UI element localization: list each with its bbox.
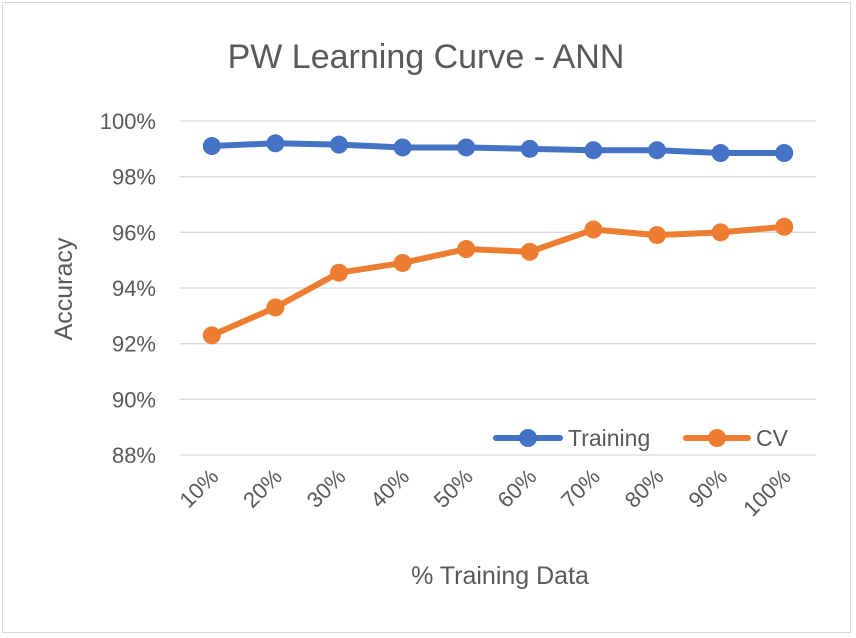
data-point-training — [520, 139, 539, 158]
x-tick-label: 100% — [738, 464, 795, 521]
data-point-training — [711, 144, 730, 163]
y-axis-title: Accuracy — [50, 237, 78, 340]
x-tick-label: 80% — [620, 464, 669, 513]
x-axis-title: % Training Data — [411, 562, 589, 590]
data-point-cv — [393, 253, 412, 272]
data-point-cv — [520, 242, 539, 261]
data-point-training — [330, 135, 348, 154]
series-layer — [202, 134, 794, 345]
x-tick-label: 10% — [175, 464, 224, 513]
data-point-cv — [330, 263, 348, 282]
gridlines — [180, 120, 816, 456]
chart-title: PW Learning Curve - ANN — [228, 38, 625, 76]
y-tick-labels: 88% 90% 92% 94% 96% 98% 100% — [100, 109, 156, 468]
y-tick-label: 88% — [112, 443, 156, 468]
x-tick-label: 20% — [238, 464, 287, 513]
x-tick-label: 60% — [493, 464, 542, 513]
data-point-training — [775, 144, 794, 163]
y-tick-label: 100% — [100, 109, 156, 134]
legend-swatch-marker-training — [519, 429, 537, 447]
data-point-training — [393, 138, 412, 157]
data-point-training — [584, 141, 603, 160]
x-tick-label: 40% — [365, 464, 414, 513]
legend-label-training: Training — [568, 425, 650, 451]
data-point-cv — [457, 240, 476, 259]
data-point-cv — [775, 217, 794, 236]
data-point-cv — [202, 326, 221, 345]
legend: Training CV — [493, 425, 789, 451]
y-tick-label: 92% — [112, 332, 156, 357]
x-tick-label: 70% — [556, 464, 605, 513]
legend-label-cv: CV — [756, 425, 789, 451]
x-tick-label: 50% — [429, 464, 478, 513]
series-line-cv — [208, 223, 788, 339]
legend-swatch-marker-cv — [708, 429, 726, 447]
data-point-training — [648, 141, 666, 160]
data-point-cv — [266, 298, 285, 317]
data-point-training — [266, 134, 285, 153]
y-tick-label: 98% — [112, 165, 156, 190]
y-tick-label: 94% — [112, 276, 156, 301]
data-point-cv — [711, 223, 730, 242]
y-tick-label: 96% — [112, 220, 156, 245]
data-point-cv — [648, 226, 666, 245]
data-point-training — [457, 138, 476, 157]
x-tick-labels: 10% 20% 30% 40% 50% 60% 70% 80% 90% 100% — [175, 464, 796, 521]
series-line-training — [208, 140, 788, 157]
data-point-training — [202, 137, 221, 156]
x-tick-label: 30% — [302, 464, 351, 513]
x-tick-label: 90% — [683, 464, 732, 513]
y-tick-label: 90% — [112, 387, 156, 412]
data-point-cv — [584, 220, 603, 239]
